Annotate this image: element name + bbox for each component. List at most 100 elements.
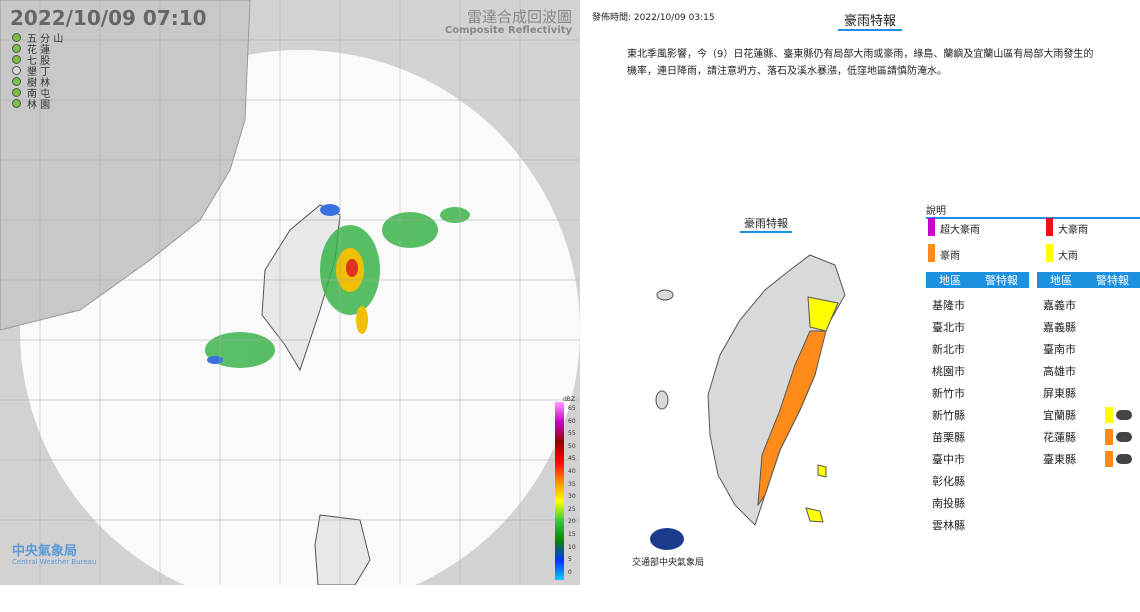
warning-text: 東北季風影響，今（9）日花蓮縣、臺東縣仍有局部大雨或豪雨，綠島、蘭嶼及宜蘭山區有… <box>627 49 1094 77</box>
station-name: 五 分 山 <box>27 34 64 45</box>
station: 樹 林 <box>12 76 63 89</box>
colorbar-label: 55 <box>568 430 576 438</box>
county-name: 南投縣 <box>932 497 965 510</box>
county-name: 新北市 <box>932 343 965 356</box>
colorbar-label: 50 <box>568 442 576 450</box>
station-dot <box>12 88 21 97</box>
colorbar-label: 30 <box>568 493 576 501</box>
warning-color <box>1105 451 1113 467</box>
colorbar-label: 0 <box>568 568 572 576</box>
header-cell: 警特報 <box>1096 274 1129 287</box>
legend-label: 大雨 <box>1058 251 1078 262</box>
radar-title: 雷達合成回波圖 <box>466 8 572 26</box>
county-name: 花蓮縣 <box>1043 431 1076 444</box>
county-name: 桃園市 <box>932 365 965 378</box>
radar-panel: 2022/10/09 07:10 雷達合成回波圖 Composite Refle… <box>0 0 580 585</box>
table-row: 花蓮縣 <box>1043 426 1140 448</box>
legend-title: 說明 <box>926 202 1140 219</box>
station-name: 七 股 <box>27 56 51 67</box>
table-row: 新竹縣 <box>932 404 1037 426</box>
station-name: 花 蓮 <box>27 45 51 56</box>
county-name: 嘉義縣 <box>1043 321 1076 334</box>
legend-swatch <box>1046 218 1053 236</box>
county-name: 新竹市 <box>932 387 965 400</box>
colorbar-label: 35 <box>568 480 576 488</box>
table-row: 臺中市 <box>932 448 1037 470</box>
colorbar-label: 25 <box>568 505 576 513</box>
station-dot <box>12 44 21 53</box>
warning-color <box>1105 429 1113 445</box>
station: 南 屯 <box>12 87 63 100</box>
table-row: 臺北市 <box>932 316 1037 338</box>
radar-map <box>0 0 580 585</box>
logo-english: Central Weather Bureau <box>12 558 97 566</box>
table-row: 臺東縣 <box>1043 448 1140 470</box>
taiwan-map <box>655 254 846 526</box>
agency-name: 交通部中央氣象局 <box>632 558 705 568</box>
header-cell: 地區 <box>939 274 961 287</box>
logo-name: 中央氣象局 <box>12 544 78 559</box>
warning-cloud <box>1116 454 1132 464</box>
county-name: 屏東縣 <box>1043 387 1076 400</box>
station-name: 南 屯 <box>27 89 51 100</box>
legend-swatch <box>928 218 935 236</box>
county-name: 雲林縣 <box>932 519 965 532</box>
colorbar-label: 15 <box>568 530 576 538</box>
county-name: 彰化縣 <box>932 475 965 488</box>
station-dot <box>12 66 21 75</box>
issued-time: 發佈時間: 2022/10/09 03:15 <box>592 13 715 23</box>
legend-label: 超大豪雨 <box>940 225 980 236</box>
table-row: 苗栗縣 <box>932 426 1037 448</box>
county-name: 臺東縣 <box>1043 453 1076 466</box>
county-name: 臺南市 <box>1043 343 1076 356</box>
colorbar-unit: dBZ <box>563 396 576 403</box>
warning-color <box>1105 407 1113 423</box>
table-row: 高雄市 <box>1043 360 1140 382</box>
map-title: 豪雨特報 <box>740 215 792 233</box>
warning-cloud <box>1116 410 1132 420</box>
table-row: 新北市 <box>932 338 1037 360</box>
table-row: 南投縣 <box>932 492 1037 514</box>
table-row: 嘉義市 <box>1043 294 1140 316</box>
colorbar-label: 45 <box>568 455 576 463</box>
legend-label: 豪雨 <box>940 251 960 262</box>
warning-cloud <box>1116 432 1132 442</box>
colorbar-label: 40 <box>568 467 576 475</box>
county-name: 苗栗縣 <box>932 431 965 444</box>
colorbar-label: 20 <box>568 518 576 526</box>
legend-swatch <box>1046 244 1053 262</box>
timestamp: 2022/10/09 07:10 <box>10 6 207 30</box>
table-row: 臺南市 <box>1043 338 1140 360</box>
table-row: 彰化縣 <box>932 470 1037 492</box>
station: 墾 丁 <box>12 65 63 78</box>
colorbar-label: 5 <box>568 556 572 564</box>
table-row: 屏東縣 <box>1043 382 1140 404</box>
station: 林 園 <box>12 98 63 111</box>
legend-swatch <box>928 244 935 262</box>
colorbar-labels: 65 60 55 50 45 40 35 30 25 20 15 10 5 0 <box>568 405 576 581</box>
header-cell: 警特報 <box>985 274 1018 287</box>
station-dot <box>12 33 21 42</box>
table-header: 地區 警特報 <box>1037 272 1140 288</box>
county-name: 新竹縣 <box>932 409 965 422</box>
station: 七 股 <box>12 54 63 67</box>
station-name: 林 園 <box>27 100 51 111</box>
colorbar <box>555 402 564 580</box>
county-name: 臺北市 <box>932 321 965 334</box>
table-header: 地區 警特報 <box>926 272 1029 288</box>
county-name: 基隆市 <box>932 299 965 312</box>
station-name: 墾 丁 <box>27 67 51 78</box>
station: 花 蓮 <box>12 43 63 56</box>
station-dot <box>12 55 21 64</box>
table-row: 雲林縣 <box>932 514 1037 536</box>
table-row: 桃園市 <box>932 360 1037 382</box>
station-dot <box>12 77 21 86</box>
table-row: 基隆市 <box>932 294 1037 316</box>
table-row: 嘉義縣 <box>1043 316 1140 338</box>
county-name: 臺中市 <box>932 453 965 466</box>
station-dot <box>12 99 21 108</box>
colorbar-label: 65 <box>568 405 576 412</box>
table-row: 宜蘭縣 <box>1043 404 1140 426</box>
header-cell: 地區 <box>1050 274 1072 287</box>
